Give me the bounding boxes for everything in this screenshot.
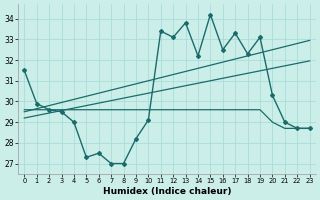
X-axis label: Humidex (Indice chaleur): Humidex (Indice chaleur) bbox=[103, 187, 231, 196]
